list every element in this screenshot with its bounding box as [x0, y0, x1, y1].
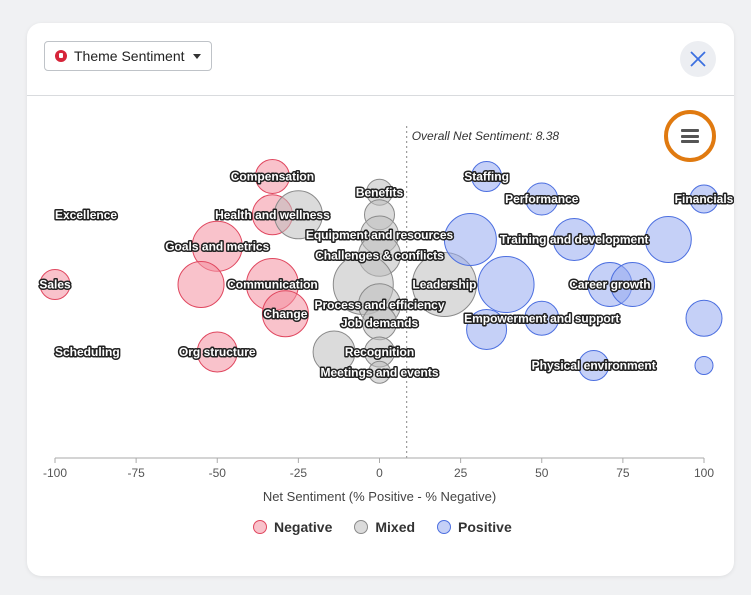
close-button[interactable]: [680, 41, 716, 77]
mixed-bubble[interactable]: [312, 330, 356, 374]
x-axis-title: Net Sentiment (% Positive - % Negative): [263, 489, 496, 504]
positive-bubble-label: Performance: [505, 192, 579, 206]
mixed-bubble-label: Leadership: [412, 278, 476, 292]
positive-bubble[interactable]: [644, 216, 692, 263]
negative-bubble-label: Communication: [227, 278, 318, 292]
legend-label: Negative: [274, 519, 333, 535]
positive-bubble-label: Financials: [675, 192, 734, 206]
x-tick-label: 100: [694, 466, 714, 480]
legend-item-negative[interactable]: Negative: [253, 519, 332, 535]
positive-bubble[interactable]: [524, 300, 560, 336]
legend-label: Positive: [458, 519, 512, 535]
mixed-bubble[interactable]: [411, 252, 477, 317]
positive-bubble[interactable]: [443, 213, 497, 266]
positive-bubble[interactable]: [689, 184, 719, 214]
legend-swatch-positive: [437, 520, 452, 534]
positive-bubble[interactable]: [694, 356, 714, 375]
negative-bubble[interactable]: [177, 261, 225, 308]
positive-bubble[interactable]: [685, 299, 723, 337]
positive-bubble-label: Career growth: [569, 278, 650, 292]
x-tick-label: -75: [127, 466, 145, 480]
x-tick-label: -100: [43, 466, 67, 480]
reference-line-label: Overall Net Sentiment: 8.38: [412, 129, 560, 143]
negative-bubble-label: Health and wellness: [215, 208, 330, 222]
chart-legend: Negative Mixed Positive: [253, 519, 512, 535]
mixed-bubble[interactable]: [368, 360, 391, 384]
close-icon: [690, 51, 706, 67]
negative-bubble[interactable]: [196, 331, 238, 373]
positive-bubble-label: Physical environment: [532, 359, 656, 373]
mixed-bubble[interactable]: [273, 190, 323, 240]
chart-menu-button[interactable]: [664, 110, 716, 162]
x-tick-label: -25: [290, 466, 308, 480]
negative-bubble-label: Change: [263, 307, 307, 321]
positive-bubble-label: Empowerment and support: [464, 311, 619, 325]
mixed-bubble-label: Job demands: [341, 316, 419, 330]
legend-item-mixed[interactable]: Mixed: [354, 519, 415, 535]
x-tick-label: 0: [376, 466, 383, 480]
theme-sentiment-dropdown[interactable]: Theme Sentiment: [44, 41, 212, 71]
negative-bubble[interactable]: [254, 159, 290, 194]
bubble-chart: Overall Net Sentiment: 8.38 Compensation…: [38, 126, 734, 504]
positive-bubble[interactable]: [552, 218, 596, 261]
theme-icon: [55, 50, 67, 62]
positive-bubble-label: Training and development: [500, 233, 649, 247]
positive-bubble[interactable]: [477, 256, 535, 313]
positive-bubble[interactable]: [471, 161, 503, 192]
x-tick-label: 50: [535, 466, 549, 480]
chevron-down-icon: [192, 53, 201, 59]
x-tick-label: 25: [454, 466, 468, 480]
mixed-bubble-label: Benefits: [356, 185, 404, 199]
legend-swatch-mixed: [354, 520, 369, 534]
mixed-bubble-label: Recognition: [345, 345, 414, 359]
positive-bubble[interactable]: [466, 309, 508, 350]
row-label: Scheduling: [55, 345, 120, 359]
positive-bubble[interactable]: [578, 350, 610, 381]
row-label: Excellence: [55, 208, 117, 222]
positive-bubble[interactable]: [525, 182, 559, 216]
negative-bubble-label: Goals and metrics: [165, 239, 269, 253]
mixed-bubble-label: Equipment and resources: [306, 228, 454, 242]
hamburger-menu-icon: [681, 129, 699, 143]
chart-card: Theme Sentiment Overall Net Sentiment: 8…: [27, 23, 734, 576]
mixed-bubble-label: Process and efficiency: [314, 298, 444, 312]
legend-label: Mixed: [375, 519, 416, 535]
legend-swatch-negative: [253, 520, 267, 534]
negative-bubble-label: Compensation: [231, 170, 314, 184]
negative-bubble-label: Sales: [39, 278, 71, 292]
x-tick-label: 75: [616, 466, 630, 480]
theme-dropdown-label: Theme Sentiment: [74, 48, 185, 64]
card-header: Theme Sentiment: [27, 23, 734, 96]
negative-bubble[interactable]: [39, 269, 71, 300]
positive-bubble-label: Staffing: [464, 170, 509, 184]
negative-bubble-label: Org structure: [179, 345, 256, 359]
x-tick-label: -50: [209, 466, 227, 480]
legend-item-positive[interactable]: Positive: [437, 519, 512, 535]
mixed-bubble-label: Meetings and events: [320, 365, 438, 379]
positive-bubble[interactable]: [610, 262, 656, 307]
negative-bubble[interactable]: [261, 290, 309, 338]
mixed-bubble-label: Challenges & conflicts: [315, 248, 444, 262]
